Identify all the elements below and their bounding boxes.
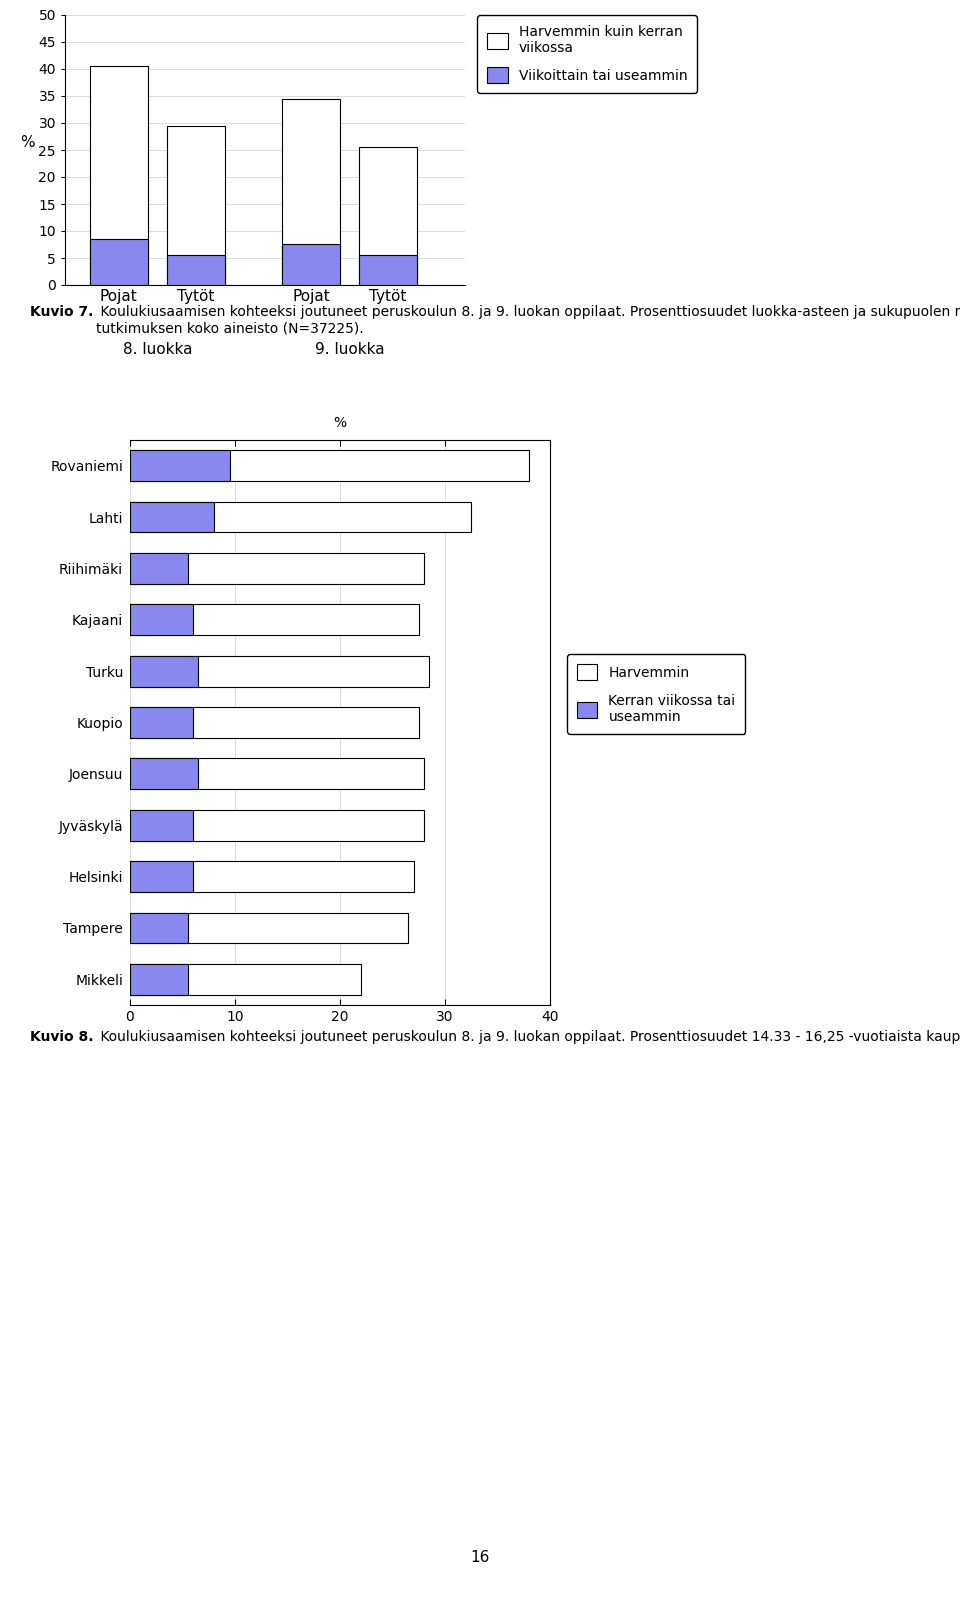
- Text: 16: 16: [470, 1550, 490, 1565]
- Bar: [167, 126, 225, 285]
- Bar: [130, 605, 419, 635]
- Text: %: %: [333, 416, 347, 430]
- Bar: [130, 502, 214, 533]
- Text: Kuvio 7.: Kuvio 7.: [30, 306, 93, 318]
- Y-axis label: %: %: [20, 134, 35, 150]
- Bar: [130, 758, 199, 789]
- Bar: [359, 147, 417, 285]
- Legend: Harvemmin kuin kerran
viikossa, Viikoittain tai useammin: Harvemmin kuin kerran viikossa, Viikoitt…: [477, 14, 697, 93]
- Bar: [130, 758, 424, 789]
- Bar: [130, 861, 193, 893]
- Bar: [90, 66, 148, 285]
- Bar: [130, 963, 188, 995]
- Bar: [130, 810, 193, 840]
- Bar: [167, 256, 225, 285]
- Bar: [130, 912, 408, 944]
- Bar: [130, 554, 188, 584]
- Text: Koulukiusaamisen kohteeksi joutuneet peruskoulun 8. ja 9. luokan oppilaat. Prose: Koulukiusaamisen kohteeksi joutuneet per…: [96, 306, 960, 336]
- Legend: Harvemmin, Kerran viikossa tai
useammin: Harvemmin, Kerran viikossa tai useammin: [566, 654, 745, 734]
- Text: Koulukiusaamisen kohteeksi joutuneet peruskoulun 8. ja 9. luokan oppilaat. Prose: Koulukiusaamisen kohteeksi joutuneet per…: [96, 1030, 960, 1045]
- Bar: [130, 450, 229, 482]
- Text: 8. luokka: 8. luokka: [123, 342, 192, 357]
- Bar: [130, 912, 188, 944]
- Bar: [130, 707, 419, 738]
- Bar: [282, 245, 340, 285]
- Bar: [130, 554, 424, 584]
- Bar: [130, 605, 193, 635]
- Bar: [130, 861, 414, 893]
- Text: Kuvio 8.: Kuvio 8.: [30, 1030, 93, 1045]
- Bar: [130, 656, 199, 686]
- Text: 9. luokka: 9. luokka: [315, 342, 384, 357]
- Bar: [130, 810, 424, 840]
- Bar: [130, 502, 471, 533]
- Bar: [130, 707, 193, 738]
- Bar: [282, 99, 340, 285]
- Bar: [130, 963, 361, 995]
- Bar: [130, 450, 529, 482]
- Bar: [359, 256, 417, 285]
- Bar: [130, 656, 429, 686]
- Bar: [90, 238, 148, 285]
